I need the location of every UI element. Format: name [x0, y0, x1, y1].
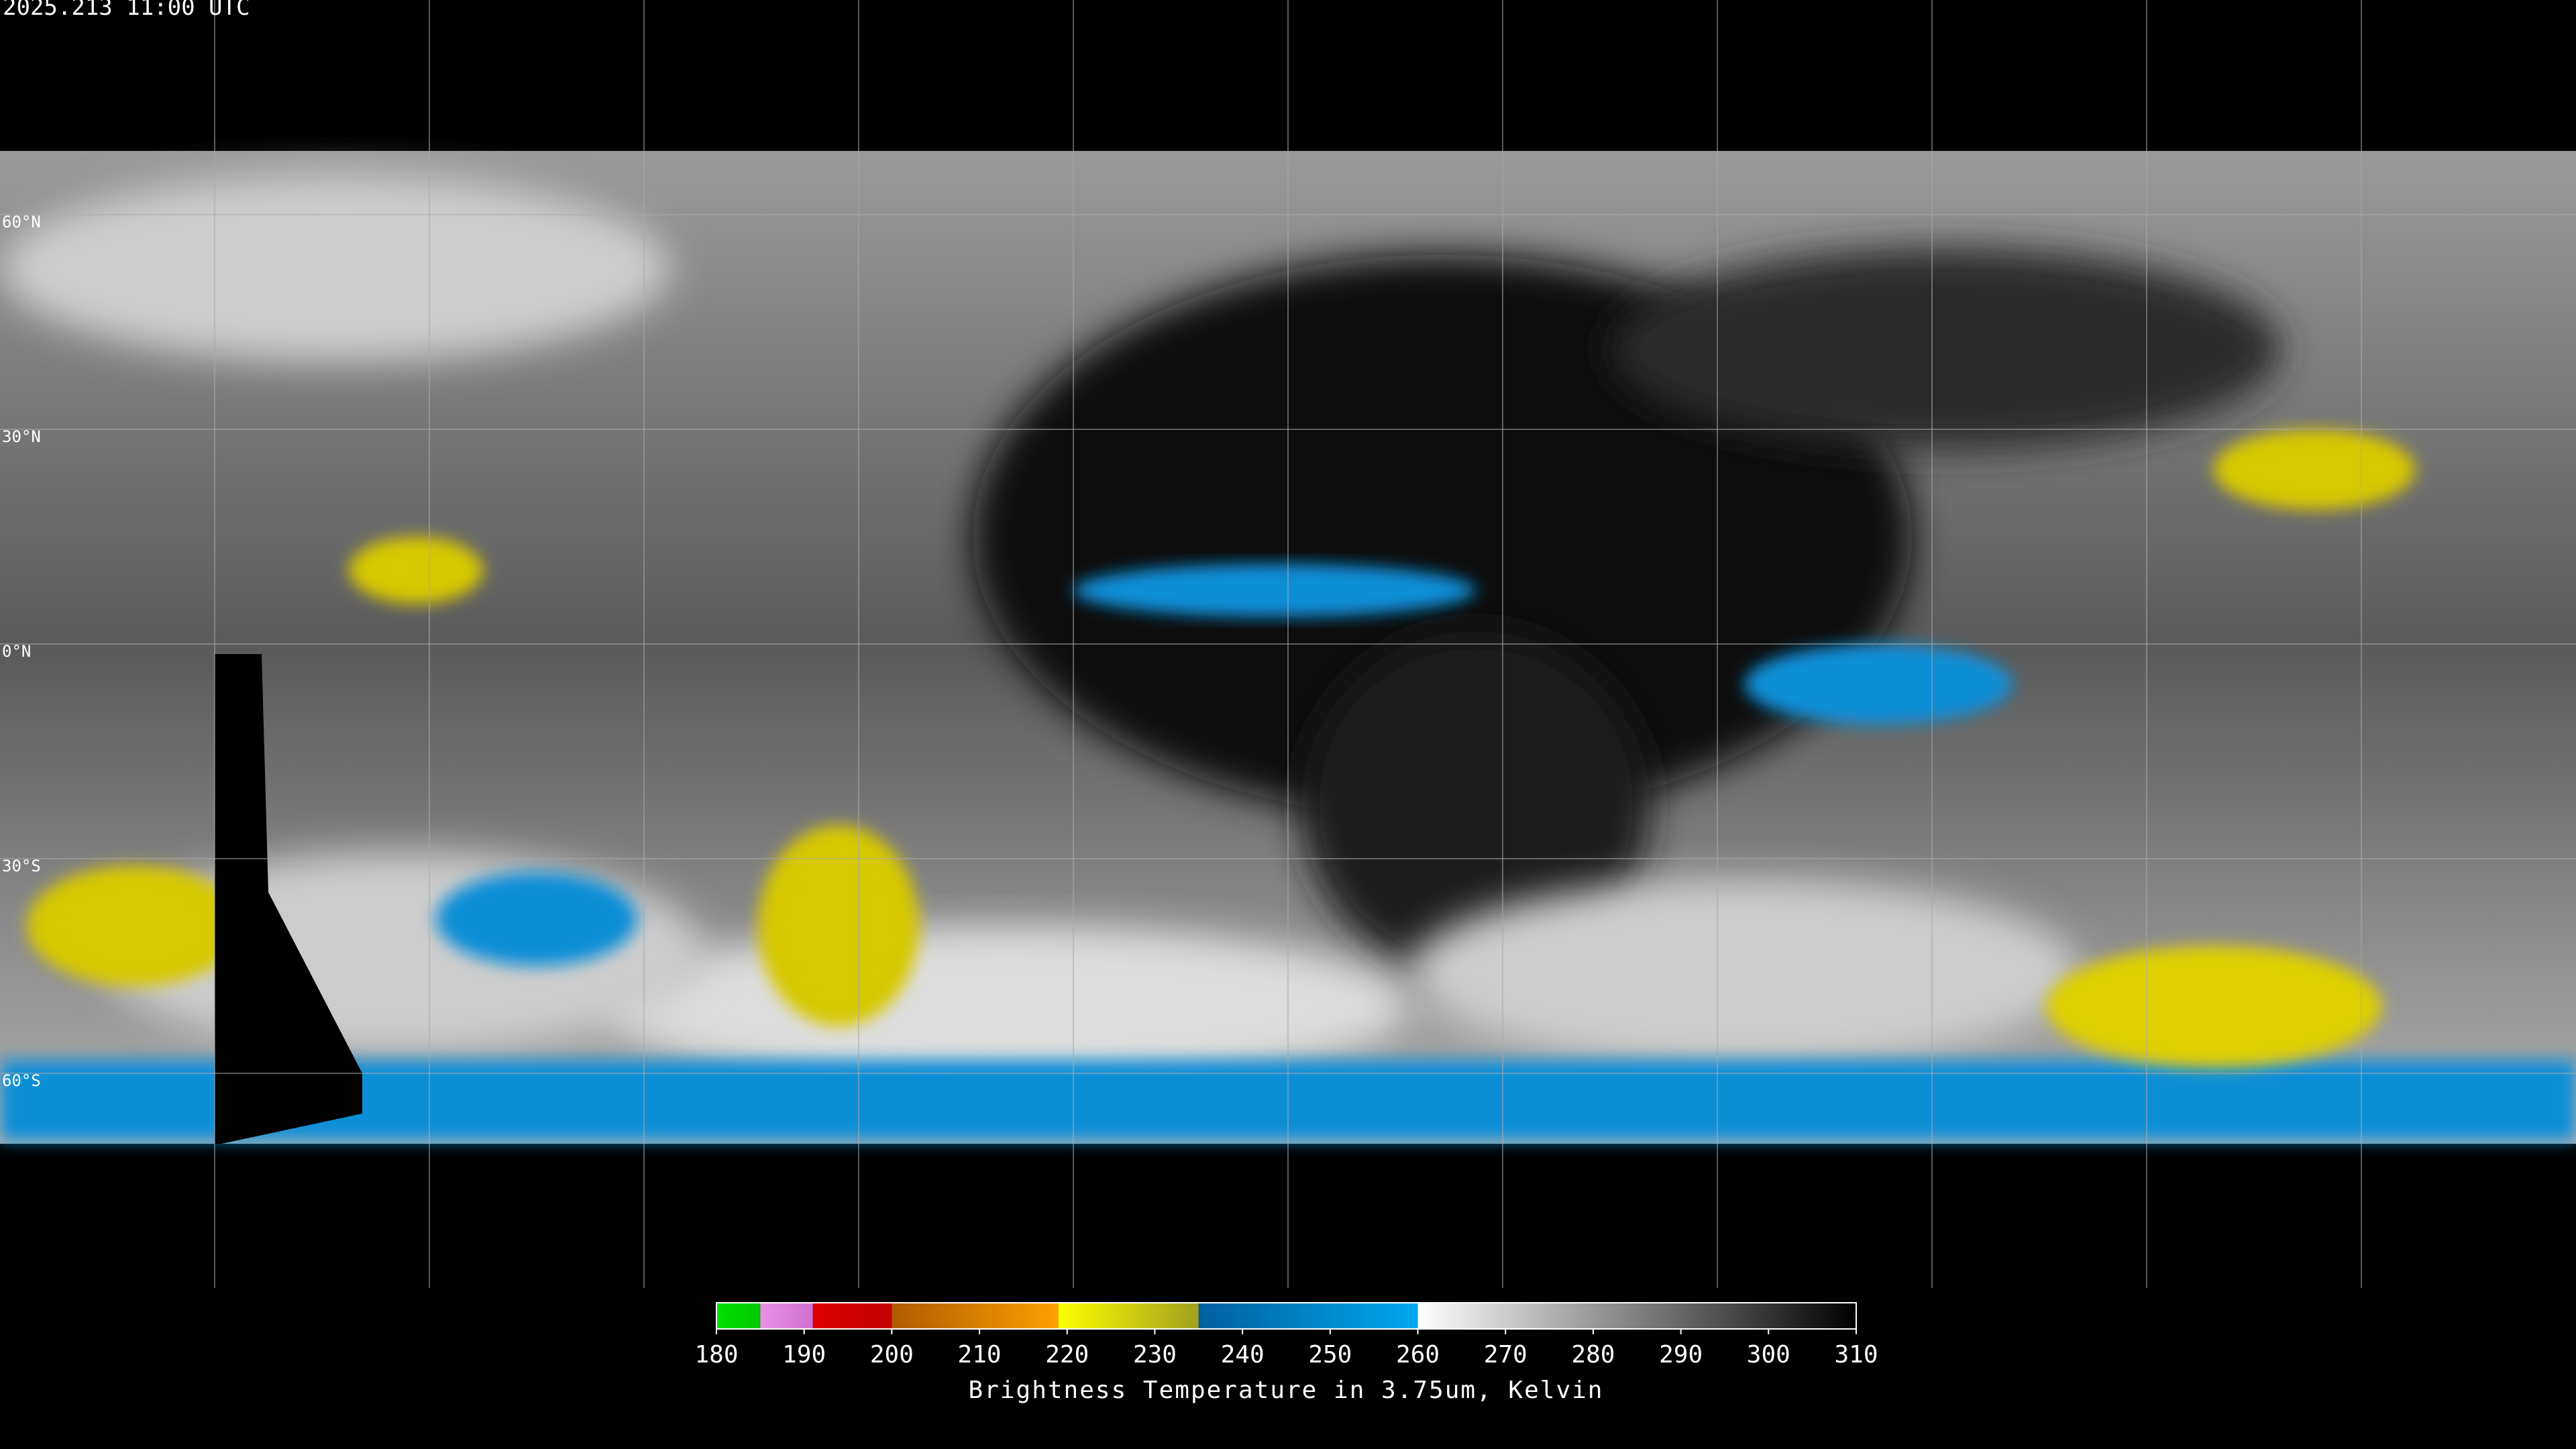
cloud	[0, 174, 671, 362]
colorbar-segment	[1198, 1303, 1418, 1329]
latitude-label: 0°N	[2, 642, 31, 661]
colorbar-tick-label: 310	[1834, 1341, 1878, 1368]
colorbar-tick-label: 250	[1308, 1341, 1352, 1368]
dark-land	[1610, 248, 2281, 449]
colorbar-tick-label: 190	[782, 1341, 826, 1368]
cold-cloud	[27, 865, 241, 986]
colorbar-tick-label: 290	[1659, 1341, 1703, 1368]
colorbar-segment	[812, 1303, 892, 1329]
colorbar-tick-label: 260	[1396, 1341, 1440, 1368]
colorbar-tick-label: 210	[958, 1341, 1002, 1368]
cloud	[1409, 879, 2080, 1067]
colorbar-tick-label: 230	[1133, 1341, 1177, 1368]
cold-cloud	[2214, 429, 2415, 510]
colorbar-segment	[760, 1303, 813, 1329]
colorbar-frame	[716, 1302, 1857, 1330]
cold-cloud	[2046, 946, 2381, 1067]
dark-land	[1301, 631, 1650, 979]
colorbar-segment	[892, 1303, 1059, 1329]
colorbar-tick-label: 270	[1484, 1341, 1527, 1368]
colorbar-tick-label: 240	[1221, 1341, 1265, 1368]
colorbar-tick-label: 300	[1747, 1341, 1790, 1368]
latitude-label: 60°S	[2, 1071, 41, 1090]
graticule: 60°N 30°N 0°N 30°S 60°S	[0, 0, 2576, 1288]
cold-cloud	[349, 537, 483, 604]
latitude-label: 30°S	[2, 857, 41, 875]
colorbar-tick-label: 200	[870, 1341, 914, 1368]
colorbar: 180 190 200 210 220 230 240 250 260 270 280 290 300 3…	[694, 1302, 1878, 1368]
latitude-label: 30°N	[2, 427, 41, 446]
colorbar-tick-label: 220	[1045, 1341, 1089, 1368]
cold-cloud	[1073, 564, 1476, 617]
timestamp: 2025.213 11:00 UTC	[3, 0, 250, 21]
colorbar-tick-label: 180	[694, 1341, 738, 1368]
cold-cloud	[1744, 644, 2012, 724]
colorbar-label: Brightness Temperature in 3.75um, Kelvin	[969, 1377, 1604, 1404]
colorbar-segment	[716, 1303, 761, 1329]
cold-cloud	[758, 825, 919, 1026]
colorbar-tick-label: 280	[1571, 1341, 1615, 1368]
latitude-label: 60°N	[2, 213, 41, 231]
no-data	[215, 654, 362, 1144]
colorbar-segment	[1417, 1303, 1856, 1329]
cold-cloud	[436, 872, 637, 966]
colorbar-segment	[1058, 1303, 1199, 1329]
